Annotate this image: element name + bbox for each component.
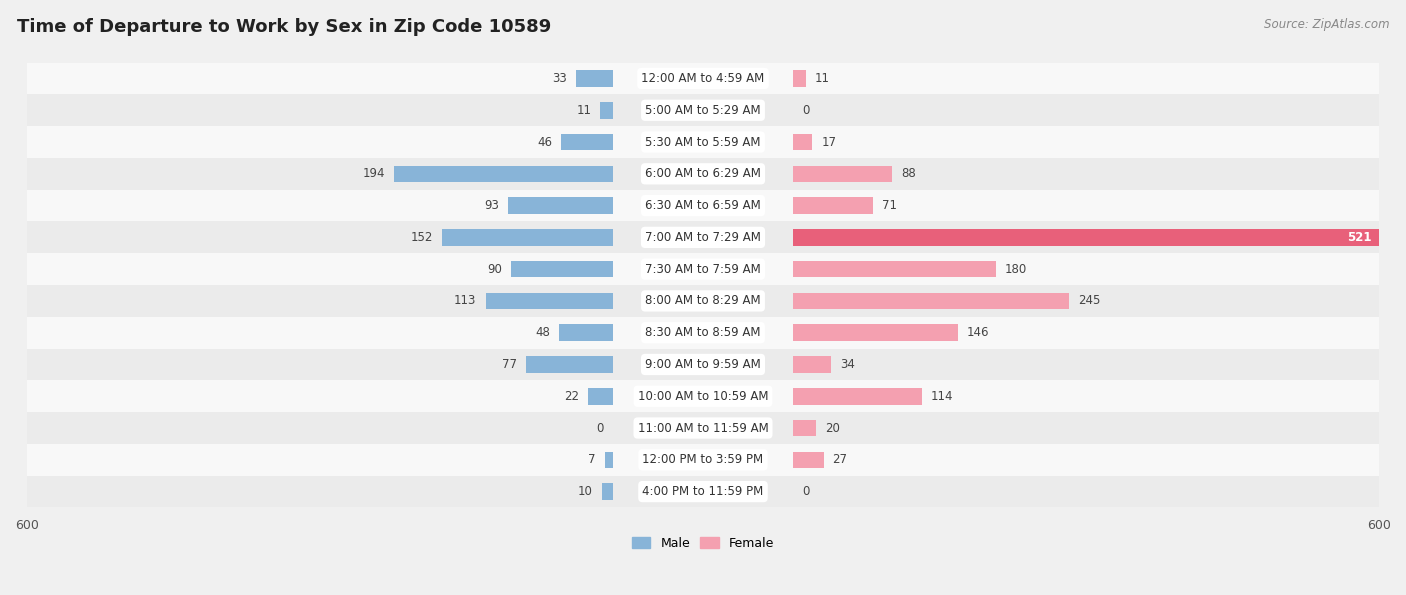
Text: 10:00 AM to 10:59 AM: 10:00 AM to 10:59 AM [638, 390, 768, 403]
Bar [27, 190, 1379, 221]
Text: 114: 114 [931, 390, 953, 403]
Bar [485, 293, 613, 309]
Bar [27, 475, 1379, 508]
Text: 245: 245 [1078, 295, 1101, 308]
Text: 88: 88 [901, 167, 917, 180]
Text: 34: 34 [841, 358, 855, 371]
Text: 7:00 AM to 7:29 AM: 7:00 AM to 7:29 AM [645, 231, 761, 244]
Text: 46: 46 [537, 136, 553, 149]
Bar [793, 229, 1381, 246]
Bar [441, 229, 613, 246]
Bar [793, 165, 893, 182]
Bar [27, 412, 1379, 444]
Text: 152: 152 [411, 231, 433, 244]
Bar [558, 324, 613, 341]
Text: 71: 71 [882, 199, 897, 212]
Bar [793, 419, 815, 436]
Bar [27, 349, 1379, 380]
Text: Time of Departure to Work by Sex in Zip Code 10589: Time of Departure to Work by Sex in Zip … [17, 18, 551, 36]
Text: 90: 90 [488, 262, 502, 275]
Text: 6:30 AM to 6:59 AM: 6:30 AM to 6:59 AM [645, 199, 761, 212]
Text: 11: 11 [814, 72, 830, 85]
Text: 10: 10 [578, 485, 592, 498]
Text: 180: 180 [1005, 262, 1028, 275]
Text: 12:00 AM to 4:59 AM: 12:00 AM to 4:59 AM [641, 72, 765, 85]
Text: 12:00 PM to 3:59 PM: 12:00 PM to 3:59 PM [643, 453, 763, 466]
Text: 0: 0 [596, 421, 603, 434]
Legend: Male, Female: Male, Female [627, 531, 779, 555]
Text: 0: 0 [803, 485, 810, 498]
Bar [27, 158, 1379, 190]
Bar [512, 261, 613, 277]
Bar [27, 253, 1379, 285]
Text: 9:00 AM to 9:59 AM: 9:00 AM to 9:59 AM [645, 358, 761, 371]
Bar [602, 483, 613, 500]
Bar [793, 293, 1069, 309]
Text: 7: 7 [589, 453, 596, 466]
Text: Source: ZipAtlas.com: Source: ZipAtlas.com [1264, 18, 1389, 31]
Bar [27, 126, 1379, 158]
Text: 113: 113 [454, 295, 477, 308]
Bar [27, 221, 1379, 253]
Bar [575, 70, 613, 87]
Text: 93: 93 [484, 199, 499, 212]
Text: 77: 77 [502, 358, 517, 371]
Text: 146: 146 [967, 326, 990, 339]
Text: 33: 33 [553, 72, 567, 85]
Bar [27, 95, 1379, 126]
Text: 8:30 AM to 8:59 AM: 8:30 AM to 8:59 AM [645, 326, 761, 339]
Text: 17: 17 [821, 136, 837, 149]
Bar [793, 134, 813, 151]
Text: 48: 48 [534, 326, 550, 339]
Bar [793, 324, 957, 341]
Bar [793, 198, 873, 214]
Text: 27: 27 [832, 453, 848, 466]
Text: 5:30 AM to 5:59 AM: 5:30 AM to 5:59 AM [645, 136, 761, 149]
Text: 20: 20 [825, 421, 839, 434]
Text: 0: 0 [803, 104, 810, 117]
Bar [27, 444, 1379, 475]
Text: 11:00 AM to 11:59 AM: 11:00 AM to 11:59 AM [638, 421, 768, 434]
Bar [600, 102, 613, 118]
Text: 22: 22 [564, 390, 579, 403]
Text: 7:30 AM to 7:59 AM: 7:30 AM to 7:59 AM [645, 262, 761, 275]
Bar [526, 356, 613, 372]
Text: 6:00 AM to 6:29 AM: 6:00 AM to 6:29 AM [645, 167, 761, 180]
Bar [27, 285, 1379, 317]
Text: 8:00 AM to 8:29 AM: 8:00 AM to 8:29 AM [645, 295, 761, 308]
Text: 521: 521 [1347, 231, 1371, 244]
Bar [793, 261, 995, 277]
Bar [793, 70, 806, 87]
Bar [793, 388, 921, 405]
Bar [27, 62, 1379, 95]
Bar [588, 388, 613, 405]
Text: 4:00 PM to 11:59 PM: 4:00 PM to 11:59 PM [643, 485, 763, 498]
Bar [561, 134, 613, 151]
Bar [508, 198, 613, 214]
Bar [27, 380, 1379, 412]
Bar [605, 452, 613, 468]
Text: 194: 194 [363, 167, 385, 180]
Bar [793, 356, 831, 372]
Bar [394, 165, 613, 182]
Bar [793, 452, 824, 468]
Bar [27, 317, 1379, 349]
Text: 5:00 AM to 5:29 AM: 5:00 AM to 5:29 AM [645, 104, 761, 117]
Text: 11: 11 [576, 104, 592, 117]
